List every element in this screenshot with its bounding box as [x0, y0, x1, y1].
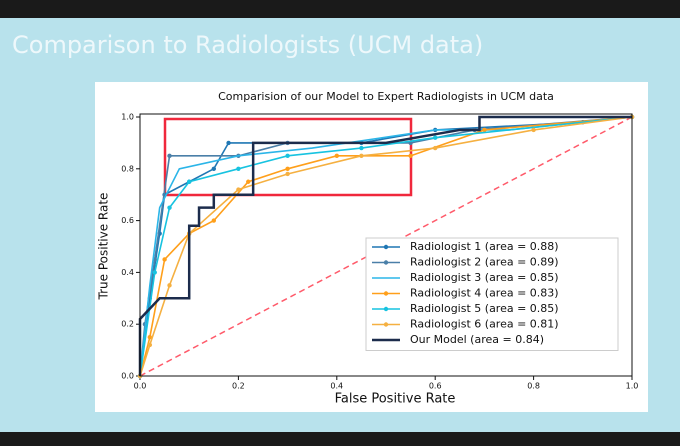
legend-label: Radiologist 2 (area = 0.89) — [410, 256, 559, 269]
roc-curve — [138, 115, 632, 376]
x-tick-label: 0.2 — [232, 382, 245, 391]
y-tick-label: 0.8 — [121, 164, 134, 173]
x-axis-label: False Positive Rate — [335, 392, 456, 407]
roc-point — [211, 218, 216, 223]
y-tick-label: 1.0 — [121, 113, 134, 122]
roc-point — [334, 153, 339, 159]
legend-label: Radiologist 4 (area = 0.83) — [410, 287, 559, 300]
x-tick-label: 1.0 — [626, 382, 639, 391]
roc-point — [285, 166, 290, 171]
legend-label: Our Model (area = 0.84) — [410, 333, 544, 346]
x-tick-label: 0.6 — [429, 382, 442, 391]
roc-point — [246, 179, 251, 184]
roc-point — [531, 127, 536, 133]
legend-label: Radiologist 6 (area = 0.81) — [410, 318, 559, 331]
y-tick-label: 0.0 — [121, 372, 134, 381]
plot-frame — [139, 113, 633, 377]
roc-point — [211, 166, 216, 171]
legend-marker — [383, 291, 389, 296]
legend-marker — [383, 322, 389, 327]
roc-point — [226, 140, 231, 146]
roc-point — [285, 171, 290, 177]
legend-label: Radiologist 5 (area = 0.85) — [410, 302, 559, 315]
roc-point — [236, 166, 241, 171]
legend-box — [365, 237, 619, 351]
legend-label: Radiologist 1 (area = 0.88) — [410, 240, 559, 253]
roc-point — [147, 334, 153, 340]
roc-point — [236, 187, 241, 192]
roc-point — [147, 342, 153, 348]
legend-label: Radiologist 3 (area = 0.85) — [410, 271, 559, 284]
roc-point — [359, 145, 364, 151]
roc-point — [433, 145, 438, 151]
y-tick-label: 0.4 — [121, 268, 134, 277]
roc-point — [482, 127, 487, 133]
roc-point — [167, 283, 172, 288]
roc-point — [187, 179, 192, 184]
y-tick-label: 0.6 — [121, 216, 134, 225]
legend-marker — [383, 244, 389, 250]
roc-point — [433, 135, 438, 140]
roc-point — [167, 205, 172, 210]
chart-title: Comparision of our Model to Expert Radio… — [218, 90, 554, 103]
roc-curve — [139, 116, 633, 377]
roc-point — [285, 153, 290, 159]
legend-marker — [383, 260, 389, 265]
roc-point — [162, 257, 167, 262]
chance-line — [139, 116, 633, 377]
y-axis-label: True Positive Rate — [97, 193, 111, 301]
roc-point — [359, 153, 364, 159]
y-tick-label: 0.2 — [121, 320, 134, 329]
roc-point — [167, 153, 172, 159]
x-tick-label: 0.8 — [527, 382, 540, 391]
x-tick-label: 0.4 — [330, 382, 343, 391]
slide-title: Comparison to Radiologists (UCM data) — [12, 31, 483, 59]
roc-point — [408, 153, 413, 159]
x-tick-label: 0.0 — [134, 382, 147, 391]
roc-point — [152, 270, 157, 275]
legend-marker — [383, 306, 389, 312]
